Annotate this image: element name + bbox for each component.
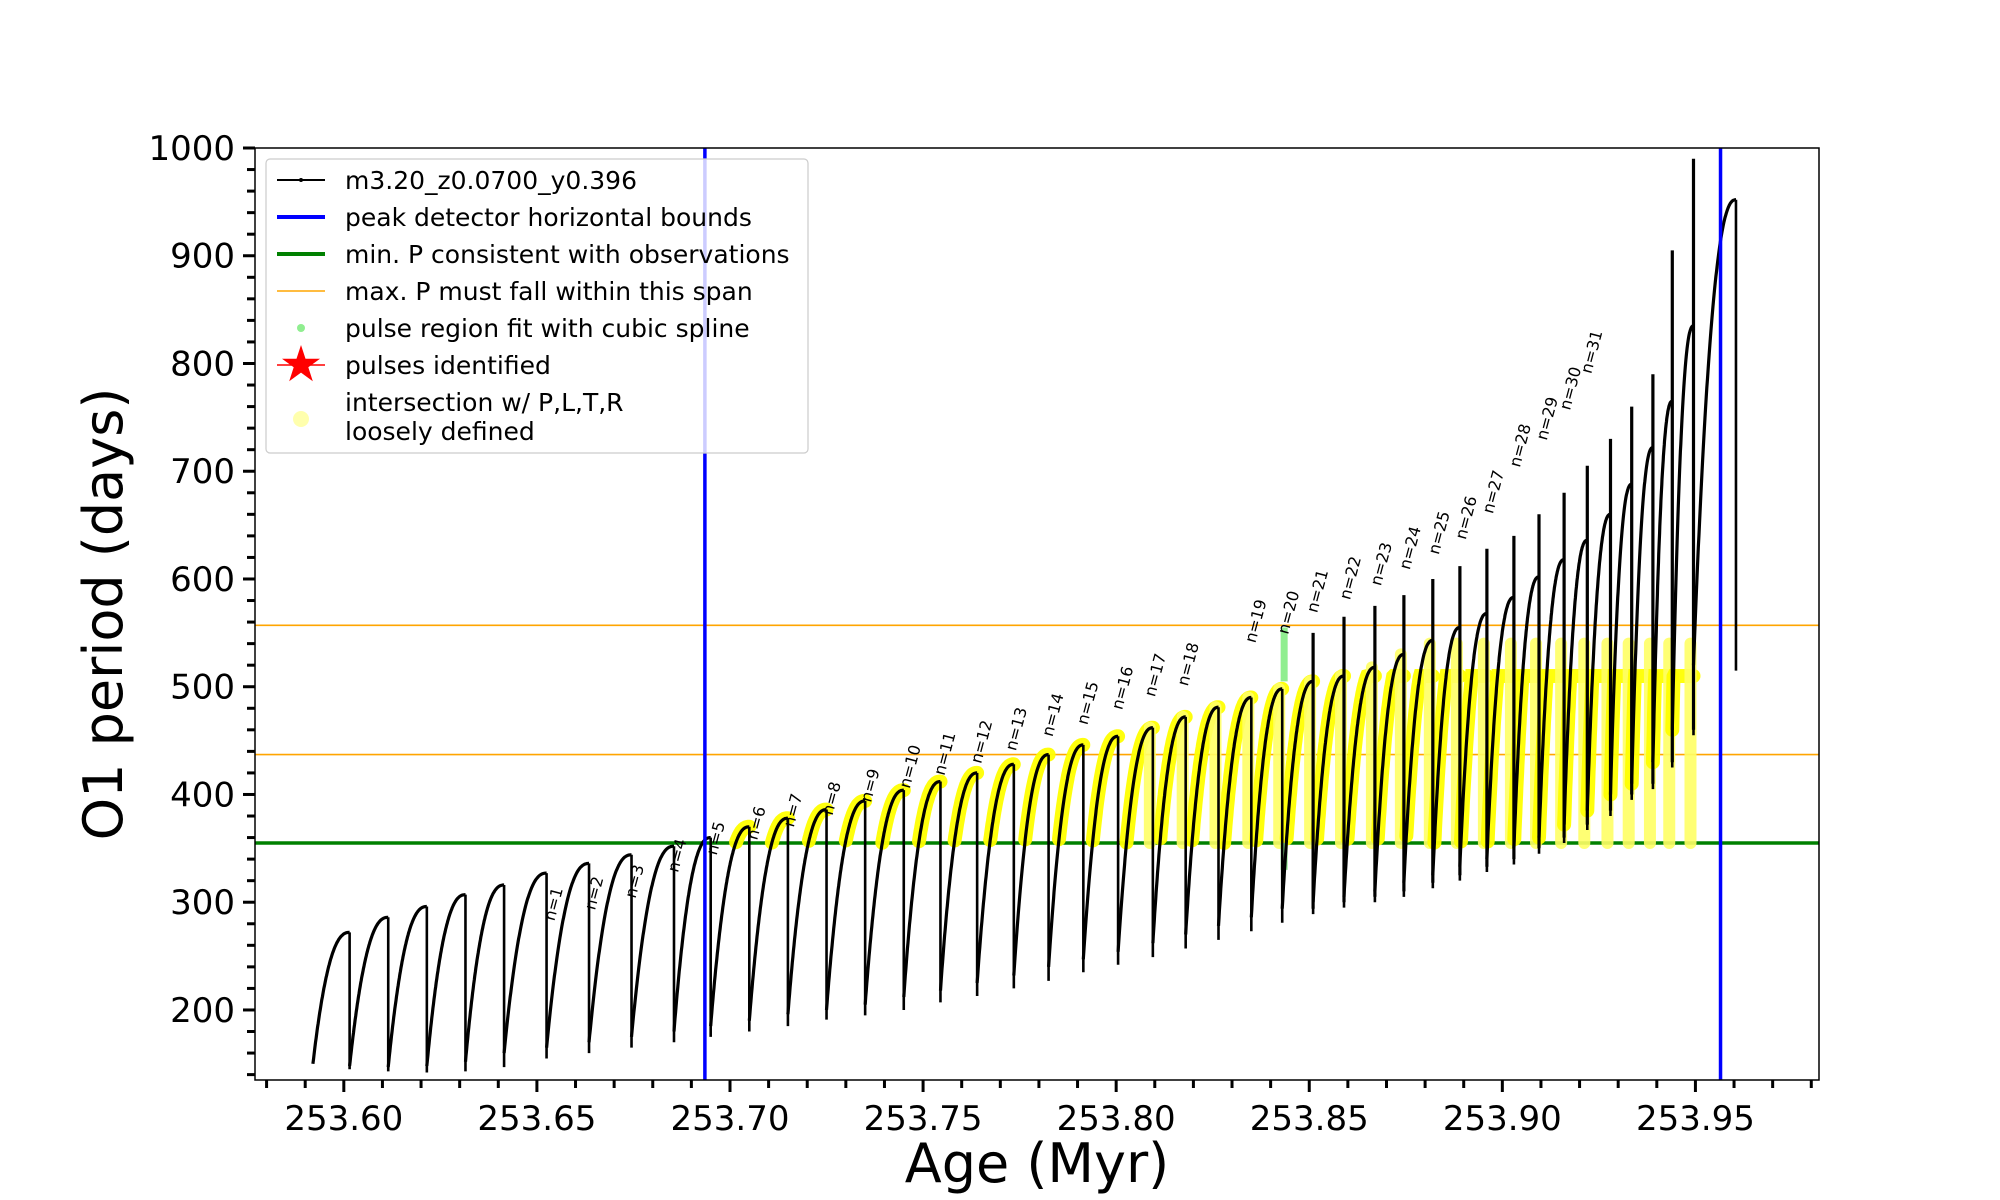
- x-axis-title: Age (Myr): [905, 1132, 1170, 1195]
- pulse-track-4: [425, 893, 467, 1067]
- y-tick-label-400: 400: [170, 775, 235, 815]
- pulse-track-22: [1116, 726, 1154, 952]
- x-tick-label-253.60: 253.60: [284, 1099, 403, 1139]
- pulse-track-9: [629, 844, 675, 1038]
- pulse-track-19: [1012, 753, 1050, 976]
- legend-box: [265, 158, 809, 454]
- y-tick-label-600: 600: [170, 560, 235, 600]
- legend-label-bounds: peak detector horizontal bounds: [345, 203, 752, 232]
- x-tick-label-253.70: 253.70: [671, 1099, 790, 1139]
- pulse-track-16: [902, 779, 942, 998]
- legend-marker-pulses-star: [282, 345, 320, 382]
- legend-label-loose-line2: loosely defined: [345, 417, 535, 446]
- pulse-track-12: [747, 816, 789, 1021]
- pulse-track-3: [386, 904, 428, 1068]
- legend: m3.20_z0.0700_y0.396 peak detector horiz…: [265, 158, 809, 454]
- pulse-track-18: [975, 762, 1015, 984]
- y-tick-label-500: 500: [170, 668, 235, 708]
- legend-label-pulses: pulses identified: [345, 351, 551, 380]
- y-tick-label-900: 900: [170, 237, 235, 277]
- y-tick-label-800: 800: [170, 344, 235, 384]
- legend-marker-loose: [293, 411, 309, 427]
- x-tick-label-253.90: 253.90: [1443, 1099, 1562, 1139]
- y-tick-label-200: 200: [170, 991, 235, 1031]
- x-tick-label-253.95: 253.95: [1636, 1099, 1755, 1139]
- y-axis-title: O1 period (days): [72, 388, 135, 841]
- pulse-track-11: [709, 825, 751, 1027]
- pulse-track-13: [786, 808, 828, 1015]
- pulse-track-24: [1184, 705, 1220, 935]
- pulse-track-5: [463, 883, 506, 1062]
- legend-marker-track-dot: [299, 178, 303, 182]
- y-tick-label-300: 300: [170, 883, 235, 923]
- pulse-track-26: [1249, 687, 1284, 918]
- legend-label-min-period: min. P consistent with observations: [345, 240, 790, 269]
- legend-label-track: m3.20_z0.0700_y0.396: [345, 166, 637, 195]
- legend-label-spline: pulse region fit with cubic spline: [345, 314, 750, 343]
- pulse-track-8: [587, 853, 633, 1043]
- legend-label-max-span: max. P must fall within this span: [345, 277, 753, 306]
- pulse-track-20: [1047, 743, 1085, 968]
- pulse-track-14: [824, 799, 867, 1011]
- period-track: [311, 158, 1738, 1073]
- pulse-track-6: [502, 871, 548, 1054]
- pulse-track-7: [545, 861, 590, 1048]
- pulse-track-21: [1081, 734, 1120, 960]
- y-tick-label-1000: 1000: [148, 129, 235, 169]
- legend-marker-spline: [297, 324, 305, 332]
- plot-area: [255, 148, 1819, 1080]
- y-tick-label-700: 700: [170, 452, 235, 492]
- pulse-track-17: [938, 771, 979, 991]
- pulse-track-2: [348, 915, 390, 1067]
- pulse-track-25: [1216, 695, 1253, 927]
- x-tick-label-253.80: 253.80: [1057, 1099, 1176, 1139]
- x-tick-label-253.75: 253.75: [864, 1099, 983, 1139]
- pulse-track-23: [1151, 715, 1187, 944]
- plot-frame: [254, 147, 1820, 1081]
- axes: 200 300 400 500 600 700 800 900 1000 253.60 253.65…: [148, 129, 1813, 1139]
- pulse-track-1: [311, 930, 351, 1065]
- legend-label-loose: intersection w/ P,L,T,R: [345, 388, 624, 417]
- pulse-track-43: [1691, 198, 1737, 666]
- pulse-track-15: [863, 788, 905, 1005]
- x-tick-label-253.85: 253.85: [1250, 1099, 1369, 1139]
- x-tick-label-253.65: 253.65: [477, 1099, 596, 1139]
